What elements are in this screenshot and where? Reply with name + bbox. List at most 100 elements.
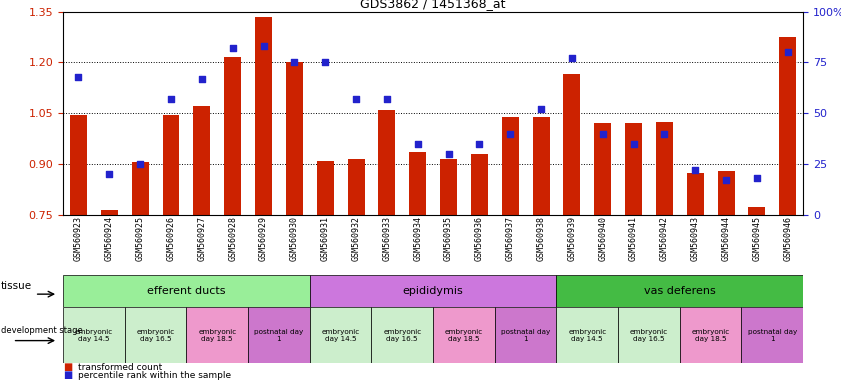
Text: GSM560934: GSM560934	[413, 216, 422, 261]
Bar	[680, 307, 742, 363]
Text: GSM560931: GSM560931	[320, 216, 330, 261]
Text: GSM560924: GSM560924	[105, 216, 114, 261]
Text: GSM560935: GSM560935	[444, 216, 453, 261]
Text: ■: ■	[63, 362, 72, 372]
Bar	[347, 159, 364, 215]
Text: GSM560926: GSM560926	[167, 216, 176, 261]
Point	[134, 161, 147, 167]
Point	[226, 45, 240, 51]
Text: GSM560925: GSM560925	[135, 216, 145, 261]
Bar	[225, 57, 241, 215]
Text: GSM560929: GSM560929	[259, 216, 268, 261]
Text: embryonic
day 16.5: embryonic day 16.5	[383, 329, 421, 341]
Point	[596, 131, 610, 137]
Point	[411, 141, 425, 147]
Bar	[63, 307, 124, 363]
Text: postnatal day
1: postnatal day 1	[254, 329, 304, 341]
Bar	[656, 122, 673, 215]
Bar	[378, 110, 395, 215]
Text: GSM560930: GSM560930	[290, 216, 299, 261]
Bar	[557, 307, 618, 363]
Text: GSM560944: GSM560944	[722, 216, 731, 261]
Text: GSM560943: GSM560943	[690, 216, 700, 261]
Bar	[440, 159, 457, 215]
Text: tissue: tissue	[1, 281, 32, 291]
Point	[442, 151, 455, 157]
Point	[781, 49, 795, 55]
Bar	[717, 171, 734, 215]
Text: percentile rank within the sample: percentile rank within the sample	[78, 371, 231, 380]
Bar	[372, 307, 433, 363]
Point	[750, 175, 764, 182]
Bar	[563, 74, 580, 215]
Bar	[124, 307, 187, 363]
Bar	[309, 307, 372, 363]
Title: GDS3862 / 1451368_at: GDS3862 / 1451368_at	[360, 0, 506, 10]
Bar	[618, 307, 680, 363]
Text: embryonic
day 14.5: embryonic day 14.5	[569, 329, 606, 341]
Text: GSM560928: GSM560928	[228, 216, 237, 261]
Bar	[255, 17, 272, 215]
Bar	[471, 154, 488, 215]
Point	[349, 96, 362, 102]
Bar	[187, 307, 248, 363]
Bar	[557, 275, 803, 307]
Bar	[309, 275, 557, 307]
Text: GSM560938: GSM560938	[537, 216, 546, 261]
Bar	[248, 307, 309, 363]
Text: embryonic
day 18.5: embryonic day 18.5	[691, 329, 730, 341]
Point	[319, 59, 332, 65]
Bar	[742, 307, 803, 363]
Point	[195, 76, 209, 82]
Text: GSM560946: GSM560946	[783, 216, 792, 261]
Bar	[63, 275, 309, 307]
Point	[257, 43, 270, 49]
Bar	[532, 117, 549, 215]
Bar	[193, 106, 210, 215]
Text: vas deferens: vas deferens	[644, 286, 716, 296]
Text: transformed count: transformed count	[78, 364, 162, 372]
Text: GSM560936: GSM560936	[475, 216, 484, 261]
Bar	[595, 124, 611, 215]
Text: embryonic
day 18.5: embryonic day 18.5	[445, 329, 483, 341]
Text: efferent ducts: efferent ducts	[147, 286, 225, 296]
Text: epididymis: epididymis	[403, 286, 463, 296]
Bar	[132, 162, 149, 215]
Point	[473, 141, 486, 147]
Point	[288, 59, 301, 65]
Text: GSM560933: GSM560933	[383, 216, 391, 261]
Bar	[162, 115, 179, 215]
Text: ■: ■	[63, 370, 72, 380]
Point	[380, 96, 394, 102]
Bar	[101, 210, 118, 215]
Text: postnatal day
1: postnatal day 1	[748, 329, 797, 341]
Point	[534, 106, 547, 112]
Text: embryonic
day 14.5: embryonic day 14.5	[75, 329, 113, 341]
Text: GSM560940: GSM560940	[598, 216, 607, 261]
Point	[658, 131, 671, 137]
Text: GSM560923: GSM560923	[74, 216, 83, 261]
Point	[164, 96, 177, 102]
Bar	[410, 152, 426, 215]
Text: postnatal day
1: postnatal day 1	[501, 329, 550, 341]
Bar	[780, 37, 796, 215]
Point	[504, 131, 517, 137]
Text: embryonic
day 18.5: embryonic day 18.5	[198, 329, 236, 341]
Bar	[748, 207, 765, 215]
Bar	[502, 117, 519, 215]
Point	[719, 177, 733, 184]
Point	[103, 171, 116, 177]
Bar	[286, 63, 303, 215]
Text: development stage: development stage	[1, 326, 82, 335]
Text: GSM560942: GSM560942	[660, 216, 669, 261]
Text: GSM560939: GSM560939	[568, 216, 576, 261]
Point	[689, 167, 702, 173]
Text: GSM560932: GSM560932	[352, 216, 361, 261]
Bar	[495, 307, 557, 363]
Point	[71, 74, 85, 80]
Text: embryonic
day 14.5: embryonic day 14.5	[321, 329, 360, 341]
Text: GSM560937: GSM560937	[505, 216, 515, 261]
Bar	[433, 307, 495, 363]
Bar	[687, 173, 704, 215]
Bar	[70, 115, 87, 215]
